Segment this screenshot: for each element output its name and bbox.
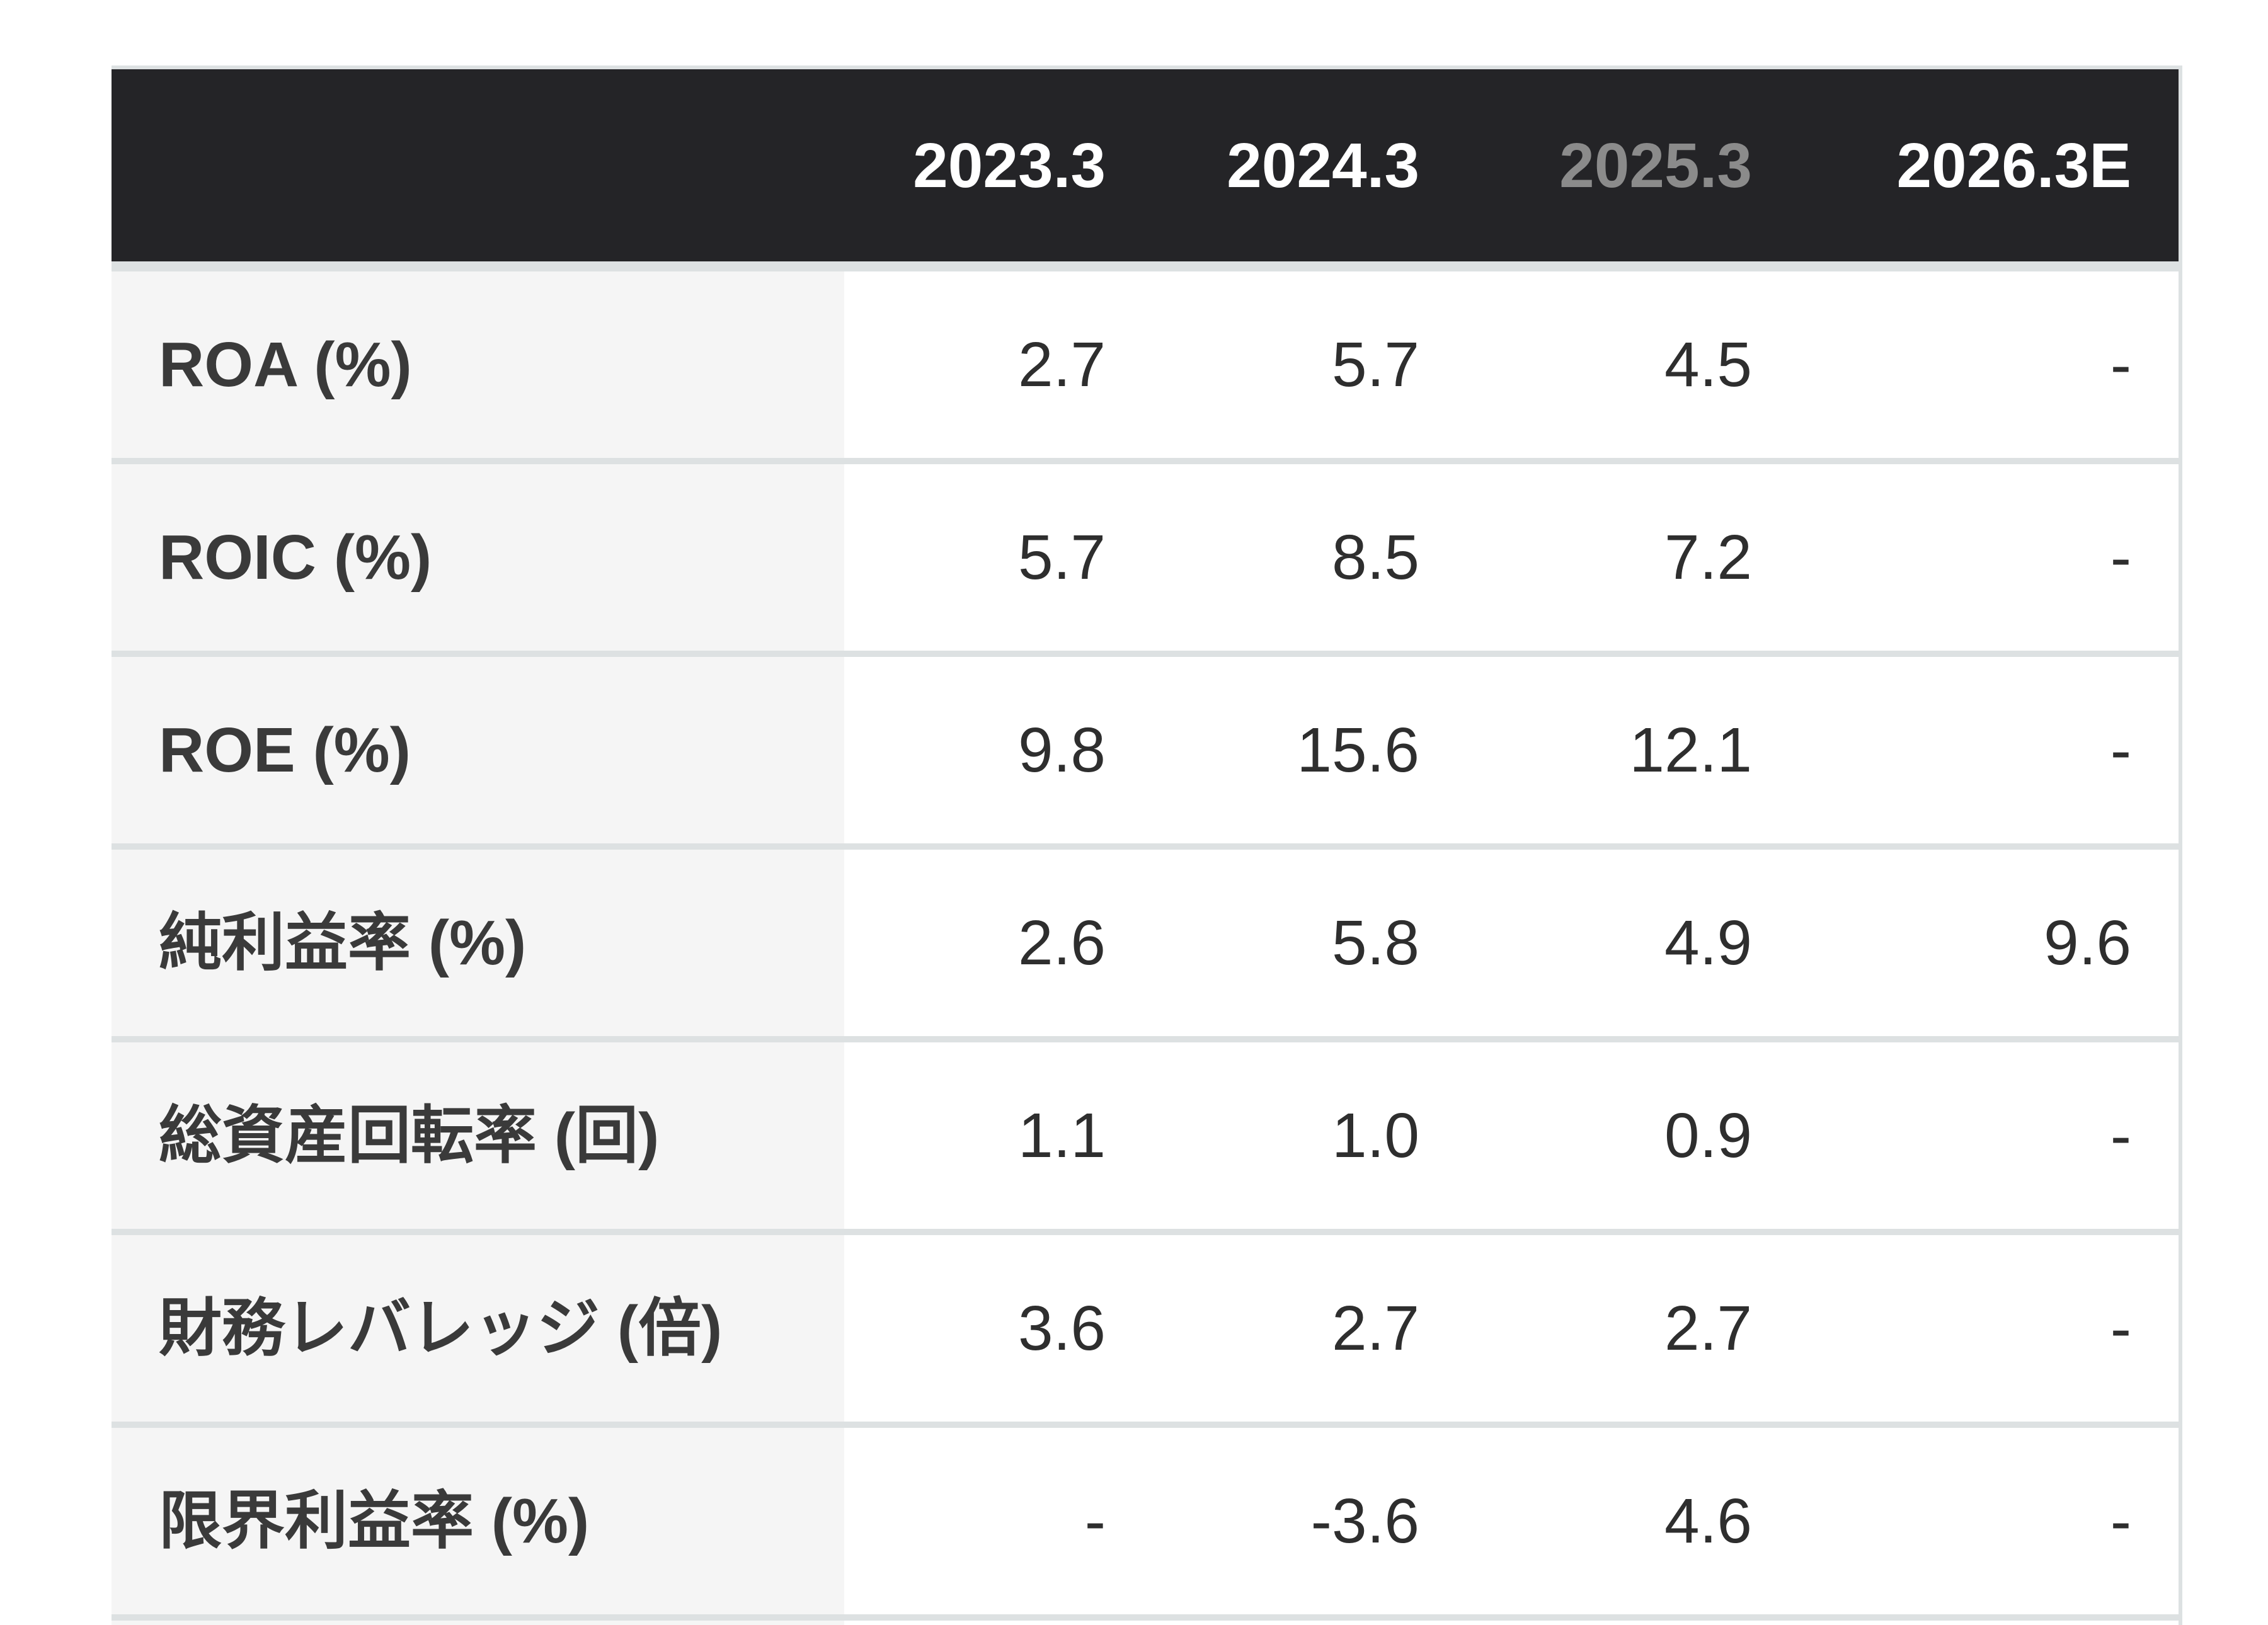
row-label: 純利益率 (%) — [112, 850, 844, 1036]
row-label: 限界利益率 (%) — [112, 1428, 844, 1614]
table-header-row: 2023.3 2024.3 2025.3 2026.3E — [112, 69, 2179, 271]
table-row-financial-leverage: 財務レバレッジ (倍) 3.6 2.7 2.7 - — [112, 1235, 2179, 1428]
table-row-asset-turnover: 総資産回転率 (回) 1.1 1.0 0.9 - — [112, 1042, 2179, 1235]
cell-value — [1153, 1621, 1467, 1625]
cell-value: 1.1 — [844, 1042, 1153, 1229]
cell-value: 4.9 — [1467, 850, 1799, 1036]
cell-value: 2.7 — [844, 271, 1153, 458]
cell-value: 15.6 — [1153, 657, 1467, 843]
cell-value: 2.7 — [1467, 1235, 1799, 1422]
table-row-roic: ROIC (%) 5.7 8.5 7.2 - — [112, 464, 2179, 657]
cell-value: 2.7 — [1153, 1235, 1467, 1422]
table-row-roe: ROE (%) 9.8 15.6 12.1 - — [112, 657, 2179, 850]
row-label — [112, 1621, 844, 1625]
cell-value: 8.5 — [1153, 464, 1467, 651]
header-year-2023-3: 2023.3 — [913, 130, 1106, 201]
cell-value: 1.0 — [1153, 1042, 1467, 1229]
cell-value: 9.6 — [1799, 850, 2179, 1036]
row-label: ROE (%) — [112, 657, 844, 843]
cell-value: 5.7 — [1153, 271, 1467, 458]
table-row-net-profit-margin: 純利益率 (%) 2.6 5.8 4.9 9.6 — [112, 850, 2179, 1042]
header-year-2025-3: 2025.3 — [1559, 130, 1752, 201]
cell-value: 7.2 — [1467, 464, 1799, 651]
table-row-partial-cutoff — [112, 1621, 2179, 1625]
table-row-roa: ROA (%) 2.7 5.7 4.5 - — [112, 271, 2179, 464]
cell-value: - — [1799, 464, 2179, 651]
cell-value — [844, 1621, 1153, 1625]
cell-value: - — [1799, 1235, 2179, 1422]
cell-value: - — [1799, 1042, 2179, 1229]
cell-value — [1467, 1621, 1799, 1625]
header-empty-cell — [112, 69, 844, 261]
cell-value: -3.6 — [1153, 1428, 1467, 1614]
cell-value: 3.6 — [844, 1235, 1153, 1422]
financial-ratios-table: 2023.3 2024.3 2025.3 2026.3E ROA (%) 2.7… — [112, 66, 2182, 1625]
cell-value — [1799, 1621, 2179, 1625]
cell-value: - — [844, 1428, 1153, 1614]
table-row-marginal-profit-ratio: 限界利益率 (%) - -3.6 4.6 - — [112, 1428, 2179, 1621]
cell-value: 9.8 — [844, 657, 1153, 843]
row-label: 財務レバレッジ (倍) — [112, 1235, 844, 1422]
cell-value: 4.5 — [1467, 271, 1799, 458]
row-label: 総資産回転率 (回) — [112, 1042, 844, 1229]
row-label: ROIC (%) — [112, 464, 844, 651]
cell-value: - — [1799, 657, 2179, 843]
cell-value: 2.6 — [844, 850, 1153, 1036]
cell-value: 12.1 — [1467, 657, 1799, 843]
header-year-2024-3: 2024.3 — [1227, 130, 1419, 201]
cell-value: 5.8 — [1153, 850, 1467, 1036]
header-year-2026-3e: 2026.3E — [1896, 130, 2131, 201]
cell-value: 4.6 — [1467, 1428, 1799, 1614]
cell-value: - — [1799, 1428, 2179, 1614]
cell-value: 0.9 — [1467, 1042, 1799, 1229]
cell-value: - — [1799, 271, 2179, 458]
cell-value: 5.7 — [844, 464, 1153, 651]
row-label: ROA (%) — [112, 271, 844, 458]
